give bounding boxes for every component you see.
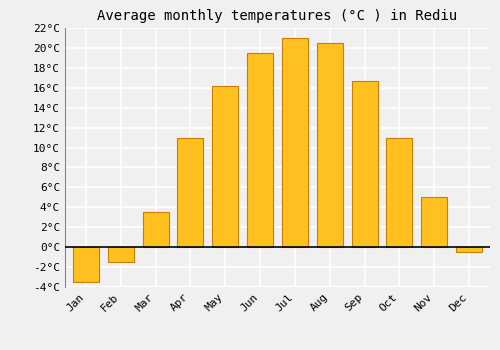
Bar — [108, 247, 134, 262]
Bar — [352, 81, 378, 247]
Bar — [73, 247, 99, 282]
Bar — [142, 212, 169, 247]
Bar — [421, 197, 448, 247]
Bar — [178, 138, 204, 247]
Bar — [247, 53, 273, 247]
Bar — [212, 86, 238, 247]
Bar — [282, 38, 308, 247]
Bar — [316, 43, 343, 247]
Bar — [386, 138, 412, 247]
Title: Average monthly temperatures (°C ) in Rediu: Average monthly temperatures (°C ) in Re… — [98, 9, 458, 23]
Bar — [456, 247, 482, 252]
